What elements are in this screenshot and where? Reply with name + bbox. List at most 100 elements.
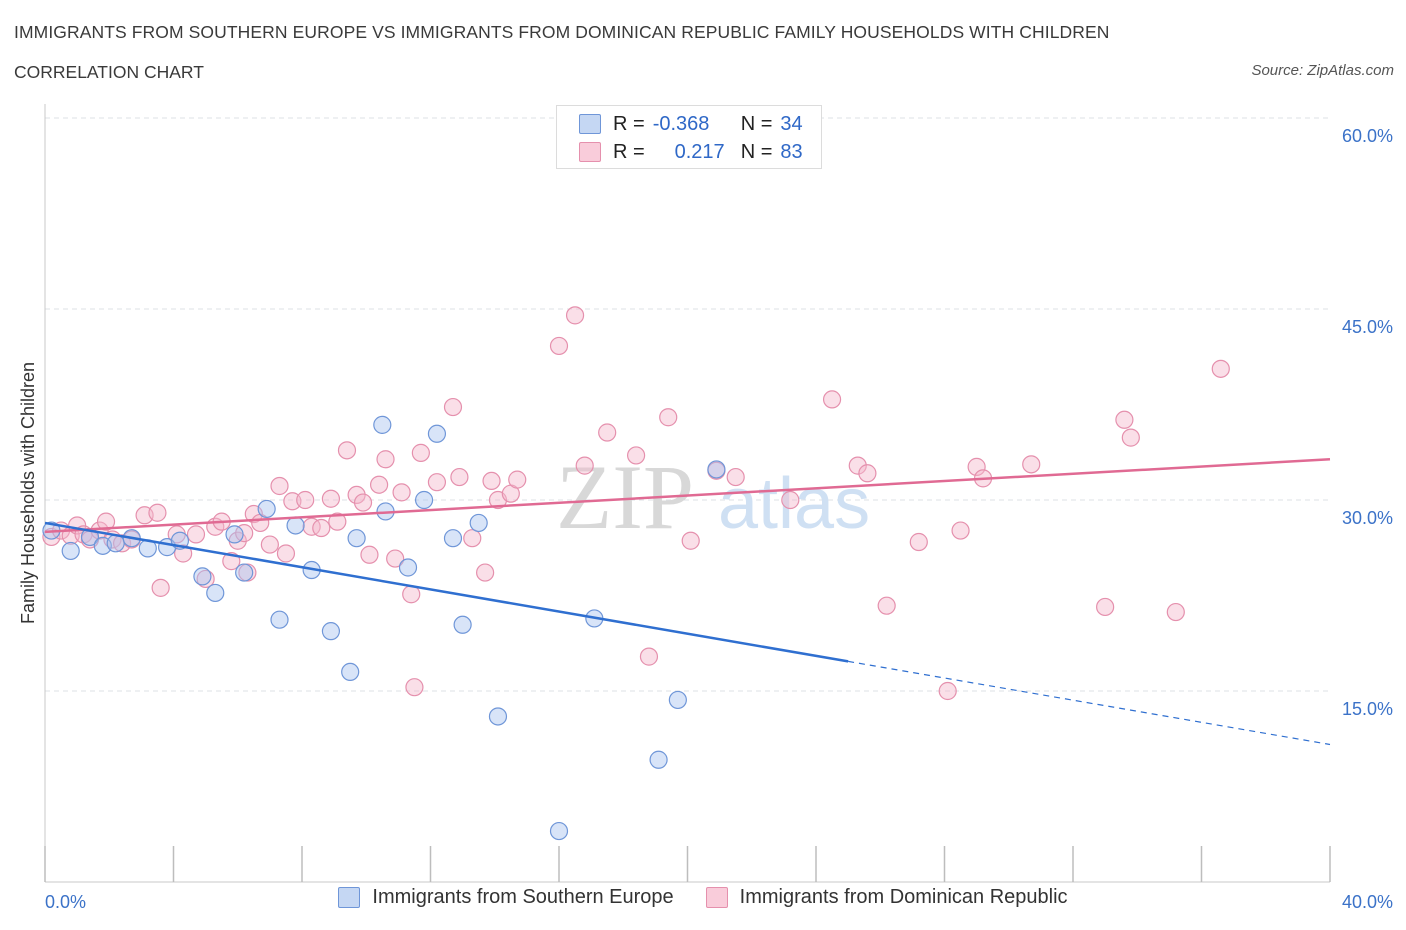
data-point-dominican-republic bbox=[392, 483, 411, 502]
data-point-southern-europe bbox=[453, 615, 472, 634]
x-tick-label: 40.0% bbox=[1342, 892, 1393, 912]
data-point-dominican-republic bbox=[283, 492, 302, 511]
data-point-dominican-republic bbox=[270, 476, 289, 496]
data-point-dominican-republic bbox=[386, 549, 405, 568]
data-point-dominican-republic bbox=[321, 489, 341, 508]
data-point-dominican-republic bbox=[328, 512, 347, 531]
series-southern-europe bbox=[42, 415, 726, 841]
y-tick-label: 30.0% bbox=[1342, 508, 1393, 528]
legend-n-label: N = bbox=[740, 112, 773, 135]
legend-r-value: -0.368 bbox=[652, 112, 710, 135]
data-point-southern-europe bbox=[427, 424, 447, 443]
data-point-dominican-republic bbox=[302, 517, 321, 536]
chart-subtitle: CORRELATION CHART bbox=[14, 62, 204, 82]
data-point-dominican-republic bbox=[598, 423, 617, 442]
y-tick-label: 60.0% bbox=[1342, 126, 1393, 146]
data-point-dominican-republic bbox=[639, 647, 659, 666]
data-point-dominican-republic bbox=[260, 535, 279, 554]
data-point-dominican-republic bbox=[376, 450, 395, 469]
data-point-dominican-republic bbox=[1115, 410, 1134, 429]
data-point-dominican-republic bbox=[508, 470, 527, 489]
data-point-southern-europe bbox=[707, 460, 726, 479]
data-point-southern-europe bbox=[270, 610, 289, 629]
legend-swatch-pink bbox=[579, 142, 601, 162]
data-point-dominican-republic bbox=[148, 503, 167, 522]
legend-r-label: R = bbox=[613, 140, 645, 163]
data-point-southern-europe bbox=[235, 563, 254, 582]
data-point-southern-europe bbox=[443, 529, 463, 548]
source-credit: Source: ZipAtlas.com bbox=[1251, 62, 1394, 79]
tick-labels: 15.0% 30.0% 45.0% 60.0% 0.0% 40.0% bbox=[45, 126, 1393, 912]
data-point-southern-europe bbox=[286, 516, 305, 535]
data-point-southern-europe bbox=[193, 567, 212, 586]
legend-label: Immigrants from Southern Europe bbox=[372, 886, 674, 908]
data-point-southern-europe bbox=[469, 513, 488, 533]
data-point-dominican-republic bbox=[659, 408, 678, 427]
series-dominican-republic bbox=[42, 306, 1230, 701]
legend-r-value: 0.217 bbox=[674, 140, 725, 163]
data-point-dominican-republic bbox=[781, 490, 800, 510]
data-point-dominican-republic bbox=[1022, 455, 1041, 474]
trend-line-dominican-republic bbox=[44, 458, 1331, 534]
axes bbox=[44, 104, 1331, 883]
legend-swatch-blue bbox=[338, 887, 361, 908]
data-point-dominican-republic bbox=[411, 443, 430, 462]
data-point-dominican-republic bbox=[96, 512, 116, 531]
y-tick-label: 45.0% bbox=[1342, 317, 1393, 337]
data-point-dominican-republic bbox=[549, 336, 569, 356]
data-point-dominican-republic bbox=[858, 464, 877, 483]
watermark-atlas: atlas bbox=[718, 464, 870, 544]
data-point-southern-europe bbox=[61, 541, 80, 561]
trend-line-southern-europe-extension bbox=[848, 660, 1331, 746]
data-point-southern-europe bbox=[225, 525, 244, 544]
data-point-dominican-republic bbox=[186, 525, 206, 544]
legend-n-label: N = bbox=[740, 140, 773, 163]
legend-r-label: R = bbox=[613, 112, 645, 135]
legend-n-value: 34 bbox=[780, 112, 803, 135]
data-point-dominican-republic bbox=[848, 456, 867, 475]
data-point-dominican-republic bbox=[427, 473, 447, 492]
data-point-dominican-republic bbox=[681, 531, 700, 550]
data-point-southern-europe bbox=[649, 750, 668, 769]
data-point-southern-europe bbox=[257, 499, 276, 519]
data-point-southern-europe bbox=[398, 558, 418, 577]
data-point-dominican-republic bbox=[196, 569, 215, 589]
data-point-dominican-republic bbox=[476, 563, 495, 582]
data-point-dominican-republic bbox=[626, 446, 646, 465]
data-point-dominican-republic bbox=[575, 456, 594, 475]
data-point-dominican-republic bbox=[967, 457, 986, 476]
data-point-dominican-republic bbox=[360, 545, 379, 564]
data-point-southern-europe bbox=[668, 690, 687, 710]
data-point-dominican-republic bbox=[951, 521, 970, 540]
data-point-dominican-republic bbox=[450, 467, 469, 487]
data-point-southern-europe bbox=[341, 662, 360, 682]
data-point-dominican-republic bbox=[1096, 597, 1115, 617]
legend-label: Immigrants from Dominican Republic bbox=[739, 886, 1068, 908]
data-point-dominican-republic bbox=[337, 441, 357, 460]
data-point-dominican-republic bbox=[276, 544, 296, 563]
correlation-legend: R = -0.368 N = 34 R = 0.217 N = 83 bbox=[556, 105, 822, 169]
data-point-dominican-republic bbox=[405, 678, 424, 697]
data-point-dominican-republic bbox=[1121, 428, 1140, 447]
data-point-southern-europe bbox=[206, 583, 225, 603]
x-tick-label: 0.0% bbox=[45, 892, 86, 912]
data-point-dominican-republic bbox=[112, 534, 132, 553]
legend-row-dominican-republic: R = 0.217 N = 83 bbox=[579, 138, 803, 166]
legend-swatch-blue bbox=[579, 114, 601, 134]
chart-title: IMMIGRANTS FROM SOUTHERN EUROPE VS IMMIG… bbox=[14, 22, 1110, 42]
legend-n-value: 83 bbox=[780, 140, 803, 163]
legend-item-dominican-republic: Immigrants from Dominican Republic bbox=[705, 886, 1068, 909]
data-point-dominican-republic bbox=[565, 306, 585, 325]
y-axis-label: Family Households with Children bbox=[18, 362, 38, 624]
y-tick-label: 15.0% bbox=[1342, 699, 1393, 719]
data-point-dominican-republic bbox=[151, 578, 170, 597]
data-point-dominican-republic bbox=[726, 467, 745, 487]
data-point-dominican-republic bbox=[296, 490, 315, 510]
grid-lines bbox=[45, 117, 1330, 692]
data-point-southern-europe bbox=[347, 529, 366, 548]
data-point-dominican-republic bbox=[443, 397, 463, 417]
data-point-dominican-republic bbox=[482, 471, 501, 490]
data-point-dominican-republic bbox=[938, 681, 957, 701]
data-point-southern-europe bbox=[414, 490, 434, 510]
